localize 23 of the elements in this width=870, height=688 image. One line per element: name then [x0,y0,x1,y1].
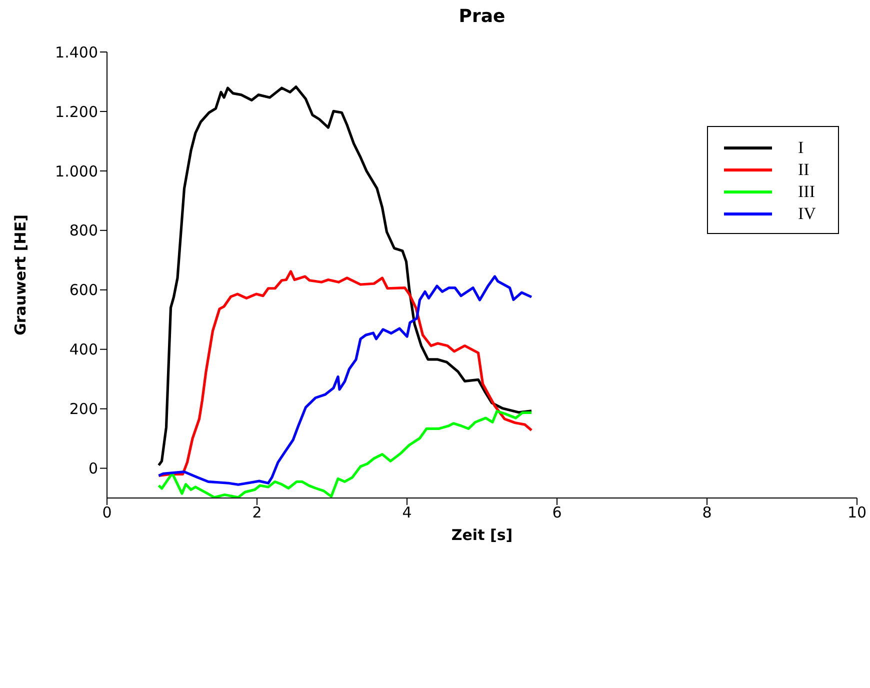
x-axis-title: Zeit [s] [451,526,513,544]
line-series [157,410,533,498]
x-tick-label: 8 [702,504,712,522]
y-tick-label: 1.400 [55,43,98,62]
chart-title: Prae [458,6,506,27]
x-tick-label: 6 [552,504,562,522]
legend-label: I [798,138,804,158]
legend-label: III [798,182,815,202]
y-tick-label: 0 [88,460,98,478]
y-tick-label: 200 [69,400,98,418]
y-tick-label: 800 [69,222,98,240]
y-axis-title: Grauwert [HE] [11,214,30,336]
y-tick-label: 400 [69,340,98,359]
y-tick-label: 1.200 [55,102,98,121]
legend-label: II [798,160,810,180]
legend-label: IV [798,204,816,224]
x-tick-label: 2 [252,504,262,522]
line-series [157,85,533,467]
y-tick-label: 600 [69,281,98,300]
y-tick-label: 1.000 [55,162,98,180]
x-tick-label: 0 [102,504,112,522]
x-tick-label: 4 [402,504,412,522]
x-tick-label: 10 [847,504,867,522]
